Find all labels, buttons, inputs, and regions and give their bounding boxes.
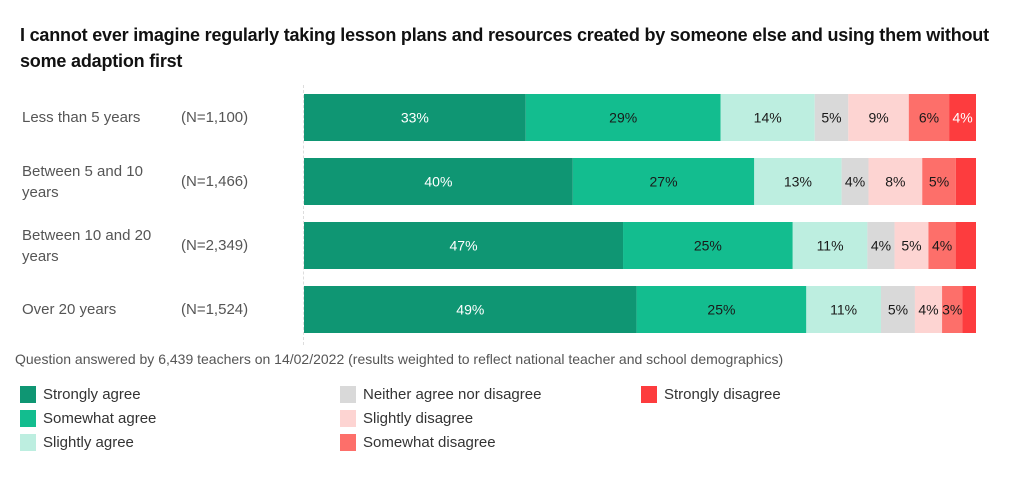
legend-label: Strongly agree [43,385,141,403]
category-label: Less than 5 years [22,107,172,128]
data-label: 5% [821,110,841,126]
bar-segment [908,94,950,141]
data-label: 4% [845,174,865,190]
data-label: 49% [456,302,484,318]
legend-swatch [20,433,36,451]
category-label-line: Between 5 and 10 [22,162,143,180]
data-label: 3% [942,302,962,318]
bar-segment [525,94,721,141]
legend-item: Somewhat agree [20,408,156,428]
bar-segment [848,94,909,141]
legend-item: Strongly agree [20,384,141,404]
data-label: 5% [901,238,921,254]
bar-segment [792,222,868,269]
data-label: 5% [929,174,949,190]
legend-swatch [340,409,356,427]
category-label-line: Over 20 years [22,301,117,318]
legend-swatch [20,409,36,427]
legend-swatch [340,385,356,403]
bar-segment [806,286,881,333]
chart-title: I cannot ever imagine regularly taking l… [20,25,989,71]
data-label: 4% [871,238,891,254]
sample-size-label: (N=1,524) [181,301,249,318]
legend-item: Strongly disagree [641,384,781,404]
data-label: 14% [754,110,782,126]
bar-segment [955,222,976,269]
data-label: 11% [817,238,844,254]
bar-segment [928,222,956,269]
data-label: 25% [707,302,735,318]
category-label-line: Less than 5 years [22,109,141,126]
data-label: 8% [885,174,905,190]
data-label: 40% [424,174,452,190]
bar-segment [949,94,976,141]
category-label: Between 10 and 20 years [22,225,172,267]
bar-segment [868,158,923,205]
category-label-line: years [22,183,59,201]
bar-segment [636,286,807,333]
legend-label: Neither agree nor disagree [363,385,542,403]
legend-label: Slightly agree [43,433,134,451]
data-label: 47% [450,238,478,254]
data-label: 25% [694,238,722,254]
category-label-line: Between 10 and 20 [22,226,152,244]
data-label: 4% [932,238,952,254]
category-label: Over 20 years [22,299,172,320]
data-label: 5% [888,302,908,318]
legend-label: Somewhat disagree [363,433,496,451]
bar-segment [572,158,755,205]
bar-segment [894,222,929,269]
bar-segment [841,158,869,205]
data-label: 4% [918,302,938,318]
sample-size-label: (N=2,349) [181,237,249,254]
bar-segment [962,286,976,333]
data-label: 6% [919,110,939,126]
bar-segment [304,158,573,205]
data-label: 27% [650,174,678,190]
bar-segment [922,158,956,205]
bar-segment [814,94,849,141]
bar-segment [955,158,976,205]
bar-segment [942,286,963,333]
data-label: 33% [401,110,429,126]
bar-segment [754,158,842,205]
bar-segment [304,222,624,269]
bar-segment [867,222,895,269]
data-label: 4% [952,110,972,126]
legend-swatch [641,385,657,403]
category-label: Between 5 and 10 years [22,161,172,203]
bar-segment [720,94,815,141]
bar-segment [914,286,943,333]
data-label: 13% [784,174,812,190]
legend-label: Somewhat agree [43,409,157,427]
legend-label: Strongly disagree [664,385,781,403]
category-label-line: years [22,247,59,265]
bar-segment [623,222,793,269]
data-label: 11% [830,302,857,318]
legend-item: Slightly agree [20,432,134,452]
sample-size-label: (N=1,100) [181,109,249,126]
axis-baseline [303,85,304,345]
bar-segment [304,286,637,333]
bar-segment [304,94,526,141]
legend-label: Slightly disagree [363,409,474,427]
legend-item: Slightly disagree [340,408,473,428]
bar-segment [880,286,915,333]
footnote: Question answered by 6,439 teachers on 1… [15,351,784,367]
legend-swatch [340,433,356,451]
legend-item: Somewhat disagree [340,432,496,452]
data-label: 9% [868,110,888,126]
data-label: 29% [609,110,637,126]
sample-size-label: (N=1,466) [181,173,249,190]
legend: Strongly agree Somewhat agree Slightly agr… [0,384,1024,464]
legend-swatch [20,385,36,403]
legend-item: Neither agree nor disagree [340,384,541,404]
